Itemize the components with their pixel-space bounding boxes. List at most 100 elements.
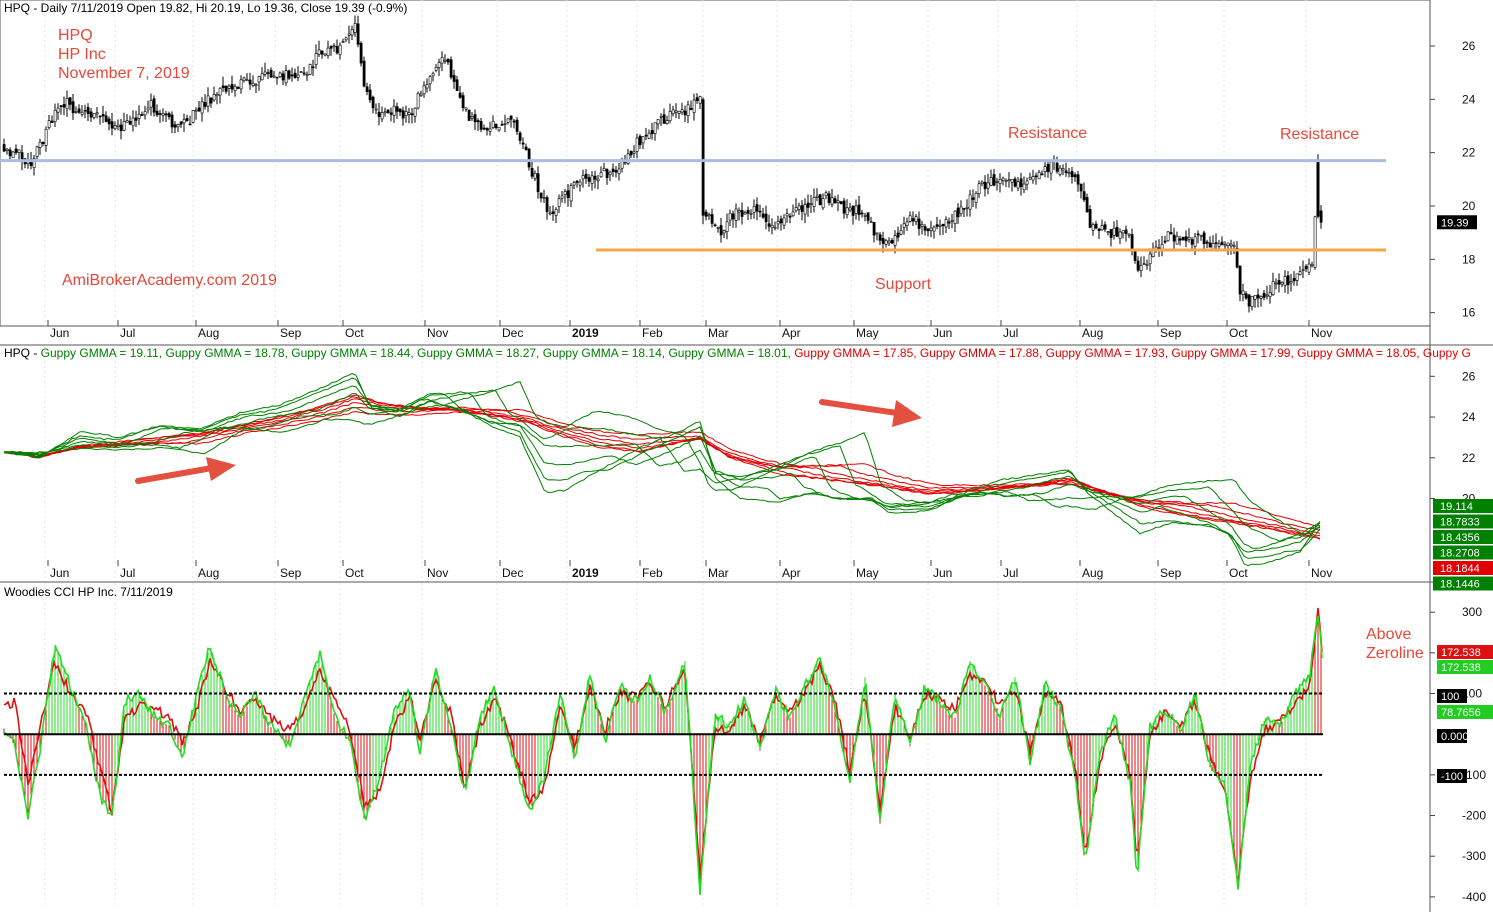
x-tick-label: Aug [198,566,219,580]
candle-body [494,123,498,128]
header-segment: HPQ - [4,346,41,360]
candle-body [1181,236,1185,241]
candle-body [677,110,681,114]
candle-body [851,205,855,216]
candle-body [476,120,480,123]
header-segment: Guppy GMMA = 18.27, [417,346,543,360]
header-segment: Guppy GMMA = 18.14, [543,346,669,360]
candle-body [518,132,522,141]
candle-body [587,177,591,182]
candle-body [1100,225,1104,231]
candle-body [221,85,225,89]
candle-body [365,86,369,92]
candle-body [1112,227,1116,236]
candle-body [926,228,930,232]
candle-body [785,213,789,217]
y-tick-label: 18 [1462,252,1476,266]
candle-body [1049,161,1053,174]
candle-body [1073,174,1077,178]
candle-body [878,234,882,241]
annotation-date: November 7, 2019 [58,65,190,82]
cci-badge-label: 78.7656 [1441,707,1481,719]
x-tick-label: Mar [708,326,729,340]
y-tick-label: -400 [1462,890,1486,904]
cci-badge [1437,769,1467,783]
candle-body [164,113,168,116]
candle-body [500,124,504,126]
candle-body [323,53,327,56]
candle-body [1031,176,1035,181]
candle-body [428,76,432,85]
y-tick-label: 26 [1462,369,1476,383]
candle-body [293,72,297,78]
candle-body [317,49,321,55]
last-price-badge-label: 19.39 [1441,217,1469,229]
candle-body [929,227,933,231]
candle-body [647,132,651,139]
candle-body [200,101,204,114]
x-tick-label: Nov [427,326,448,340]
candle-body [470,116,474,119]
candle-body [746,209,750,214]
candle-body [995,181,999,183]
candle-body [1244,293,1248,299]
candle-body [659,116,663,118]
candle-body [161,113,165,116]
candle-body [56,107,60,113]
candle-body [62,104,66,108]
candle-body [1268,292,1272,297]
cci-value-badges: 172.538 172.538 100 78.7656 0.00000 -100 [1437,645,1493,783]
candle-body [146,107,150,111]
candle-body [638,135,642,146]
candle-body [155,110,159,116]
candle-body [1295,273,1299,281]
candle-body [392,105,396,116]
candle-body [1070,171,1074,178]
candle-body [185,117,189,121]
x-tick-label: Sep [1160,566,1182,580]
candle-body [944,219,948,228]
candle-body [737,210,741,213]
candle-body [1250,296,1254,307]
candle-body [1094,223,1098,229]
candle-body [593,175,597,180]
candle-body [449,59,453,78]
candle-body [764,213,768,222]
candle-body [389,112,393,115]
annotation-zeroline: Zeroline [1366,645,1424,662]
candle-body [644,134,648,137]
candle-body [47,120,51,128]
candle-body [248,79,252,85]
candle-body [404,111,408,117]
candle-body [911,218,915,222]
y-tick-label: 22 [1462,451,1476,465]
header-segment: Guppy GMMA = 18.01, [668,346,794,360]
candle-body [506,118,510,123]
header-segment: Guppy GMMA = 18.44, [291,346,417,360]
candle-body [398,108,402,113]
candle-body [110,121,114,129]
x-tick-label: 2019 [572,566,599,580]
candle-body [830,197,834,205]
candle-body [653,122,657,134]
y-tick-label: 22 [1462,146,1476,160]
cci-line [3,615,1323,896]
candle-body [437,62,441,68]
candle-body [314,53,318,65]
x-tick-label: Sep [280,566,302,580]
candle-body [956,207,960,218]
candle-body [128,121,132,125]
candle-body [557,198,561,207]
y-tick-label: 300 [1462,605,1482,619]
x-tick-label: Oct [1229,566,1248,580]
candle-body [938,224,942,227]
gmma-badge-label: 18.2708 [1440,548,1480,560]
candle-body [989,177,993,186]
x-tick-label: Aug [198,326,219,340]
candle-body [1256,294,1260,299]
candle-body [1280,282,1284,285]
candle-body [1277,280,1281,285]
gmma-x-axis: Jun Jul Aug Sep Oct Nov Dec 2019 Feb Mar Apr May Jun… [47,560,1332,580]
x-tick-label: Jun [50,326,69,340]
